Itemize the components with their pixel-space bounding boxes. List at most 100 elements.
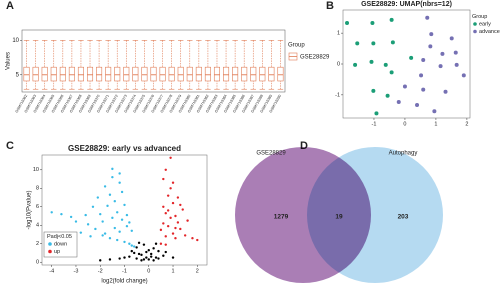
point	[108, 236, 112, 240]
point	[181, 208, 184, 211]
point	[91, 205, 95, 208]
point	[169, 187, 172, 190]
y-axis-label: Values	[6, 52, 12, 70]
box	[159, 66, 166, 82]
point	[371, 41, 376, 46]
point	[108, 193, 112, 196]
legend-label: up	[54, 249, 60, 255]
point	[135, 257, 138, 260]
point	[108, 258, 112, 261]
point	[355, 41, 360, 46]
box	[250, 66, 257, 82]
box	[241, 66, 248, 82]
box	[68, 66, 75, 82]
x-tick-label: 2	[196, 268, 199, 274]
point	[133, 251, 136, 255]
point	[179, 203, 182, 207]
point	[421, 87, 426, 92]
box	[50, 66, 57, 82]
x-tick-label: 1	[434, 121, 437, 127]
y-tick-label: 4	[36, 223, 39, 229]
point	[135, 246, 138, 249]
point	[101, 234, 104, 237]
point	[174, 226, 177, 230]
point	[111, 167, 114, 171]
point	[94, 227, 97, 231]
point	[89, 235, 92, 238]
y-tick-label: 8	[36, 186, 39, 192]
point	[137, 241, 141, 245]
x-tick-label: -1	[372, 121, 377, 127]
x-tick-label: -1	[122, 268, 127, 274]
box	[96, 66, 103, 82]
point	[118, 181, 121, 184]
point	[171, 181, 175, 184]
point	[123, 240, 126, 244]
legend-label: GSE28829	[300, 55, 330, 61]
panel-label: B	[326, 0, 334, 12]
x-tick-label: -3	[74, 268, 79, 274]
point	[171, 201, 175, 205]
point	[415, 103, 420, 108]
box	[23, 66, 30, 82]
point	[176, 196, 180, 199]
point	[174, 214, 177, 218]
point	[142, 258, 146, 261]
x-tick-label: -4	[49, 268, 54, 274]
point	[142, 243, 146, 246]
box	[32, 66, 39, 82]
y-tick-label: 0	[36, 260, 39, 266]
venn-count: 1279	[274, 214, 289, 221]
point	[116, 211, 119, 214]
point	[179, 227, 182, 231]
box	[150, 66, 157, 82]
point	[60, 212, 63, 216]
point	[152, 259, 155, 262]
point	[453, 50, 458, 55]
venn-set-label: Autophagy	[389, 151, 418, 157]
point	[140, 259, 143, 262]
point	[133, 245, 136, 248]
point	[96, 196, 100, 199]
point	[74, 220, 78, 223]
point	[389, 17, 394, 22]
point	[443, 89, 448, 94]
point	[130, 229, 133, 232]
point	[111, 216, 114, 220]
box	[86, 66, 94, 82]
point	[432, 109, 437, 114]
point	[137, 252, 141, 256]
point	[130, 244, 133, 247]
legend-title: Group	[472, 14, 487, 20]
point	[389, 70, 394, 75]
point	[371, 88, 376, 93]
box	[105, 66, 112, 82]
chart-title: GSE28829: UMAP(nbrs=12)	[361, 1, 452, 8]
y-tick-label: 2	[36, 241, 39, 247]
box	[277, 66, 284, 82]
box	[195, 66, 202, 82]
point	[128, 221, 131, 224]
plot-frame	[342, 9, 471, 119]
y-tick-label: 6	[36, 204, 39, 210]
box	[177, 66, 184, 82]
point	[103, 185, 107, 188]
point	[438, 64, 443, 69]
point	[174, 236, 177, 240]
venn-set-label: GSE28829	[256, 151, 286, 157]
x-tick-label: 0	[403, 121, 406, 127]
point	[164, 235, 167, 238]
box	[223, 66, 230, 82]
y-tick-label: -1	[335, 92, 340, 98]
box	[41, 66, 48, 82]
venn-count: 19	[335, 214, 343, 221]
y-tick-label: 0	[337, 61, 340, 67]
point	[99, 212, 102, 216]
legend-key	[473, 22, 477, 26]
panel-label: D	[300, 140, 308, 152]
box	[141, 66, 148, 82]
point	[99, 259, 102, 262]
point	[425, 15, 430, 20]
point	[159, 242, 163, 245]
